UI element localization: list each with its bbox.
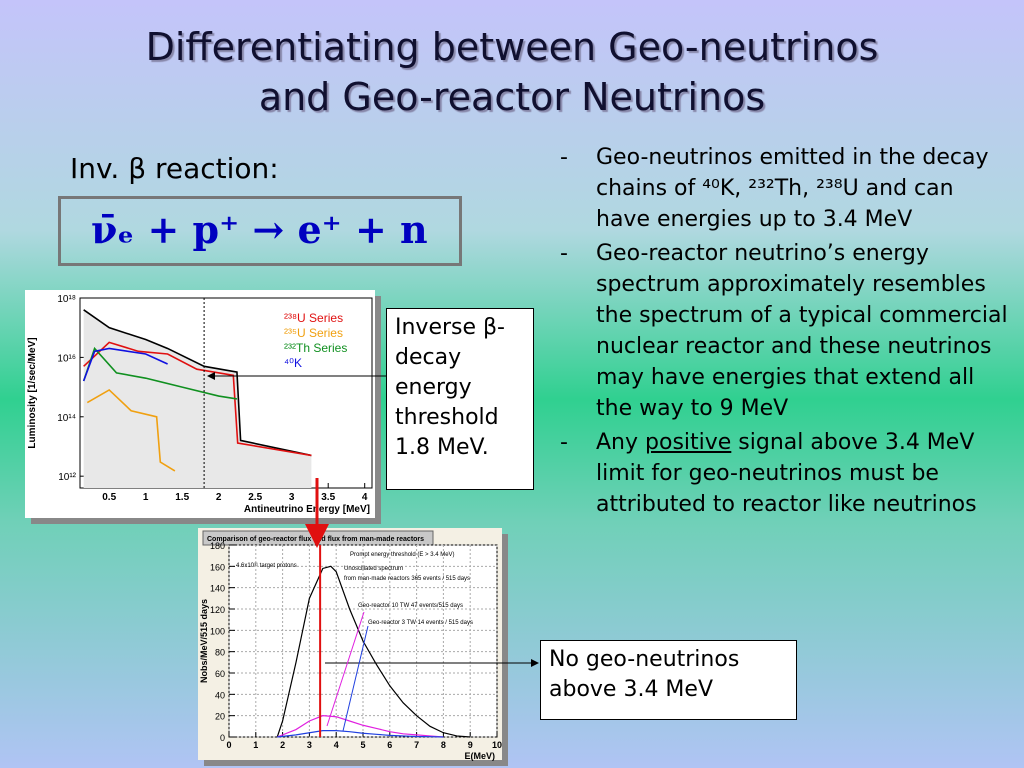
y-tick-label: 80 [215,648,225,658]
series-line [86,388,176,472]
x-tick-label: 0.5 [102,492,116,503]
series-line [82,346,238,400]
series-line [276,565,471,738]
x-tick-label: 3 [307,740,312,750]
series-line [277,729,444,738]
x-tick-label: 1 [143,492,149,503]
bullet-part: Any [596,430,646,455]
bullet-text: Any positive signal above 3.4 MeV limit … [596,427,1010,520]
bullet: - Any positive signal above 3.4 MeV limit… [560,427,1010,520]
bullet-marker: - [560,145,568,170]
x-tick-label: 10 [492,740,502,750]
x-tick-label: 9 [468,740,473,750]
y-tick-label: 140 [210,584,225,594]
equation: ν̄ₑ + p⁺ → e⁺ + n [91,207,428,252]
y-tick-label: 0 [220,733,225,743]
y-tick-label: 10¹⁴ [57,413,76,424]
threshold-callout: Inverse β-decay energy threshold 1.8 MeV… [386,308,534,490]
bullet-marker: - [560,430,568,455]
chart-0: 0.5 1 1.5 2 2.5 3 3.5 4 10¹² 10¹⁴ 10¹⁶ 10¹⁸ Antineut… [27,294,373,515]
y-tick-label: 20 [215,712,225,722]
legend-entry: ²³²Th Series [284,341,347,355]
title-line: Differentiating between Geo-neutrinos [145,25,879,69]
y-tick-label: 100 [210,626,225,636]
chart-1: 0 1 2 3 4 5 6 7 8 9 10020406080100120140160180E(Me… [199,536,502,761]
bullet-text: Geo-neutrinos emitted in the decay chain… [596,142,1010,235]
x-tick-label: 0 [226,740,231,750]
x-tick-label: 4 [334,740,339,750]
x-tick-label: 8 [441,740,446,750]
threshold-label: Prompt energy threshold (E > 3.4 MeV) [350,552,455,558]
y-tick-label: 120 [210,605,225,615]
y-tick-label: 60 [215,669,225,679]
x-tick-label: 4 [362,492,368,503]
legend-entry: ⁴⁰K [284,356,302,370]
y-tick-label: 10¹⁸ [57,294,76,305]
series-line [277,715,444,738]
x-tick-label: 3 [289,492,295,503]
equation-box: ν̄ₑ + p⁺ → e⁺ + n [58,196,462,266]
bullet-part: signal above 3.4 MeV limit for geo-neutr… [596,430,977,517]
y-tick-label: 10¹² [58,472,76,483]
x-tick-label: 2 [280,740,285,750]
x-axis-label: Antineutrino Energy [MeV] [244,504,370,515]
x-tick-label: 5 [360,740,365,750]
annotation: 4.6x10³¹ target protons [236,563,297,569]
series-line [83,341,312,457]
x-tick-label: 6 [387,740,392,750]
pointer [326,611,365,727]
no-geo-callout: No geo-neutrinos above 3.4 MeV [540,640,797,720]
x-tick-label: 1.5 [175,492,189,503]
x-tick-label: 2.5 [248,492,262,503]
x-tick-label: 3.5 [321,492,335,503]
annotation: Geo-reactor 10 TW 47 events/515 days [358,603,463,609]
reaction-label: Inv. β reaction: [70,152,279,185]
bullet-part: Geo-reactor neutrino’s energy spectrum a… [596,241,1008,421]
annotation: Geo-reactor 3 TW 14 events / 515 days [368,620,473,626]
bullet-text: Geo-reactor neutrino’s energy spectrum a… [596,238,1010,424]
bullet-list: - Geo-neutrinos emitted in the decay chai… [560,142,1010,523]
bullet-marker: - [560,241,568,266]
y-tick-label: 160 [210,562,225,572]
x-tick-label: 1 [253,740,258,750]
x-axis-label: E(MeV) [464,751,495,761]
bullet: - Geo-reactor neutrino’s energy spectrum … [560,238,1010,424]
annotation: from man-made reactors 365 events / 515 … [344,576,470,582]
annotation: Unoscillated spectrum [344,566,403,572]
x-tick-label: 2 [216,492,222,503]
y-axis-label: Luminosity [1/sec/MeV] [27,337,38,448]
legend-entry: ²³⁸U Series [284,311,343,325]
series-line [82,347,168,382]
y-axis-label: Nobs/MeV/515 days [199,599,209,683]
pointer [342,625,369,732]
series-line [83,309,312,457]
y-tick-label: 10¹⁶ [57,353,76,364]
slide-title: Differentiating between Geo-neutrinos an… [0,22,1024,122]
y-tick-label: 40 [215,690,225,700]
bullet-part: Geo-neutrinos emitted in the decay chain… [596,145,989,232]
bullet: - Geo-neutrinos emitted in the decay chai… [560,142,1010,235]
bullet-part: positive [645,430,732,455]
title-line: and Geo-reactor Neutrinos [258,75,766,119]
y-tick-label: 180 [210,541,225,551]
x-tick-label: 7 [414,740,419,750]
legend-entry: ²³⁵U Series [284,326,343,340]
